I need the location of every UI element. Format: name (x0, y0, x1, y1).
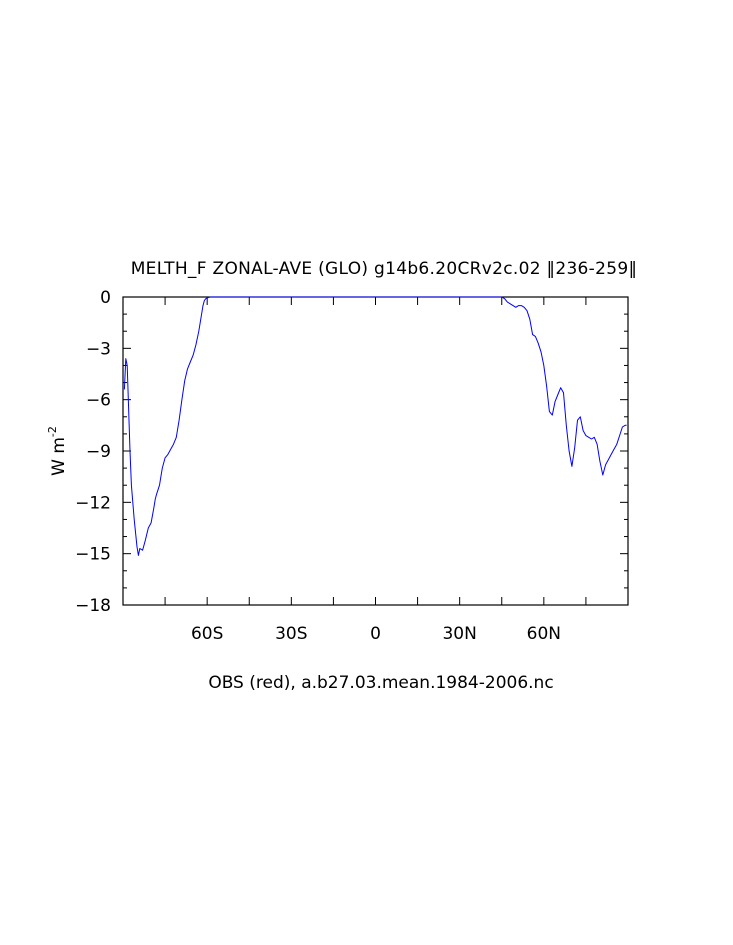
y-tick-label: −12 (75, 493, 111, 513)
y-tick-label: −15 (75, 545, 111, 565)
series-line (123, 296, 627, 556)
plot-frame-border (122, 296, 629, 606)
chart-title: MELTH_F ZONAL-AVE (GLO) g14b6.20CRv2c.02… (131, 259, 638, 279)
y-axis-label-base: W m (49, 437, 69, 476)
x-tick-label: 30S (275, 624, 307, 644)
x-tick-label: 30N (442, 624, 476, 644)
series-lines (123, 296, 627, 556)
x-tick-label: 0 (370, 624, 381, 644)
x-axis-label: OBS (red), a.b27.03.mean.1984-2006.nc (208, 673, 553, 693)
y-tick-label: −3 (86, 339, 111, 359)
x-tick-label: 60S (191, 624, 223, 644)
axis-ticks (123, 296, 628, 606)
plot-frame (122, 296, 629, 606)
y-tick-label: −18 (75, 596, 111, 616)
y-axis-label: W m-2 (46, 426, 69, 476)
x-tick-label: 60N (527, 624, 561, 644)
y-tick-label: −9 (86, 442, 111, 462)
y-axis-label-exponent: -2 (46, 426, 59, 437)
y-tick-label: −6 (86, 391, 111, 411)
y-tick-label: 0 (100, 288, 111, 308)
tick-labels: 60S 30S 0 30N 60N 0 −3 −6 −9 −12 −15 −18 (75, 288, 561, 644)
